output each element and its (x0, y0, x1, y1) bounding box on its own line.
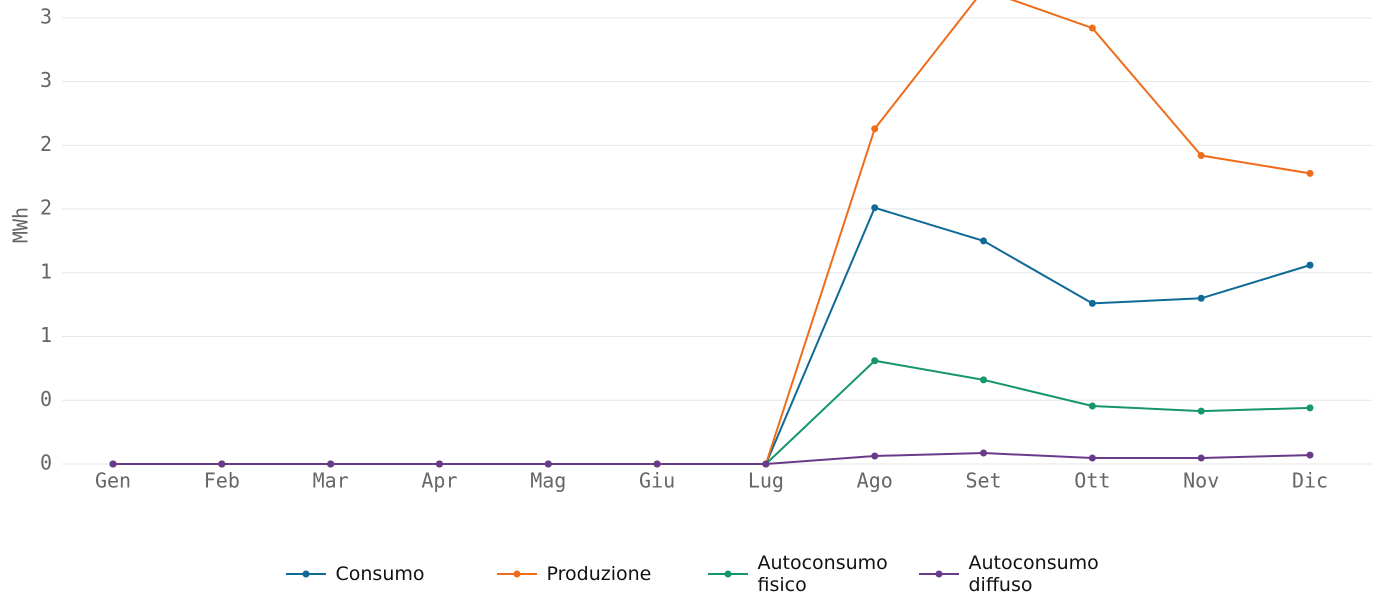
x-tick-label: Mar (313, 469, 349, 493)
point (327, 460, 335, 468)
point (435, 460, 443, 468)
legend-label: Consumo (335, 563, 425, 585)
legend-item[interactable]: Produzione (496, 552, 672, 596)
point (1088, 299, 1096, 307)
point (1197, 294, 1205, 302)
x-tick-label: Nov (1183, 469, 1219, 493)
point (1197, 407, 1205, 415)
legend-item[interactable]: Consumo (285, 552, 461, 596)
y-tick-label: 0 (40, 451, 52, 475)
point (544, 460, 552, 468)
y-tick-label: 1 (40, 323, 52, 347)
series-line (113, 206, 1311, 465)
series-group (109, 0, 1314, 468)
series-line (113, 359, 1311, 465)
series-line (113, 0, 1311, 465)
y-tick-label: 0 (40, 387, 52, 411)
series-line (113, 452, 1311, 465)
point (762, 460, 770, 468)
point (980, 449, 988, 457)
x-tick-label: Apr (421, 469, 457, 493)
y-tick-label: 3 (40, 4, 52, 28)
legend-swatch (918, 570, 959, 578)
legend-swatch (707, 570, 748, 578)
point (1197, 454, 1205, 462)
point (1088, 454, 1096, 462)
point (1197, 152, 1205, 160)
y-tick-label: 2 (40, 132, 52, 156)
legend-label: Autoconsumo fisico (757, 552, 888, 596)
x-tick-label: Set (965, 469, 1001, 493)
point (109, 460, 117, 468)
x-tick-label: Lug (748, 469, 784, 493)
point (653, 460, 661, 468)
point (218, 460, 226, 468)
point (871, 125, 879, 133)
point (1088, 24, 1096, 32)
y-axis-label: MWh (9, 207, 33, 243)
point (1306, 451, 1314, 459)
y-tick-label: 1 (40, 259, 52, 283)
legend-item[interactable]: Autoconsumo fisico (707, 552, 888, 596)
legend: Consumo Produzione Autoconsumo fisico Autoc… (0, 552, 1379, 596)
point (1306, 169, 1314, 177)
x-tick-label: Gen (95, 469, 131, 493)
point (871, 357, 879, 365)
point (1088, 402, 1096, 410)
y-tick-label: 2 (40, 196, 52, 220)
plot: MWh 0 0 1 1 2 2 3 3 Gen Feb Mar Apr Mag Giu Lug Ago Set O… (9, 0, 1372, 493)
x-tick-label: Feb (204, 469, 240, 493)
x-tick-label: Ago (857, 469, 893, 493)
x-tick-label: Ott (1074, 469, 1110, 493)
point (1306, 404, 1314, 412)
legend-label: Produzione (546, 563, 652, 585)
point (980, 376, 988, 384)
x-tick-label: Dic (1292, 469, 1328, 493)
legend-swatch (496, 570, 537, 578)
y-tick-label: 3 (40, 68, 52, 92)
legend-label: Autoconsumo diffuso (968, 552, 1099, 596)
point (871, 452, 879, 460)
point (871, 204, 879, 212)
legend-swatch (285, 570, 326, 578)
x-tick-label: Mag (530, 469, 566, 493)
legend-item[interactable]: Autoconsumo diffuso (918, 552, 1099, 596)
x-tick-label: Giu (639, 469, 675, 493)
point (980, 237, 988, 245)
point (1306, 261, 1314, 269)
